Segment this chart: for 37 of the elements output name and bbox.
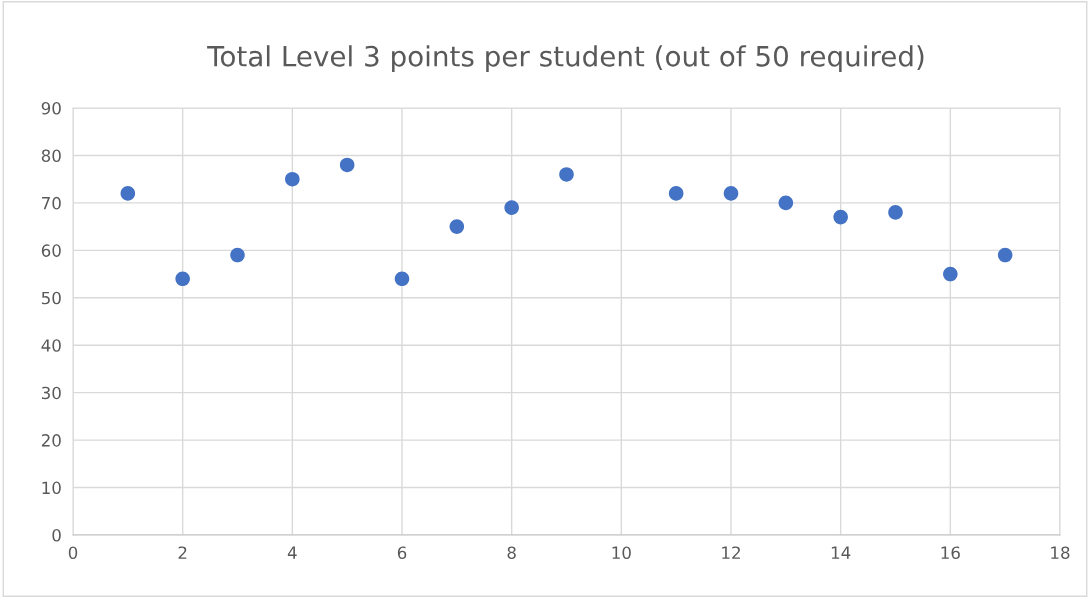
x-tick-label: 4	[287, 546, 297, 559]
point	[394, 271, 410, 287]
point	[723, 186, 739, 201]
x-tick-label: 14	[831, 546, 851, 559]
x-tick-label: 10	[612, 546, 631, 560]
y-tick-label: 40	[41, 339, 61, 352]
y-tick-label: 60	[41, 244, 61, 257]
point	[285, 171, 300, 187]
point	[668, 186, 684, 201]
x-tick-label: 12	[722, 546, 740, 559]
y-tick-label: 30	[41, 386, 61, 400]
x-tick-label: 6	[397, 546, 407, 560]
x-tick-label: 0	[68, 546, 78, 560]
y-tick-label: 50	[41, 291, 61, 305]
y-tick-label: 80	[41, 149, 61, 163]
chart-title: Total Level 3 points per student (out of 50 required)	[207, 45, 924, 73]
point	[175, 271, 190, 287]
point	[943, 266, 958, 282]
point	[559, 167, 574, 182]
x-tick-label: 8	[507, 546, 516, 560]
point	[833, 209, 848, 225]
point	[504, 200, 519, 215]
point	[778, 195, 794, 211]
y-tick-label: 90	[41, 101, 61, 115]
x-tick-label: 2	[178, 546, 187, 559]
y-tick-label: 20	[41, 434, 61, 447]
point	[230, 247, 245, 263]
point	[997, 247, 1013, 263]
x-tick-label: 16	[941, 546, 960, 560]
x-tick-label: 18	[1051, 546, 1070, 560]
point	[120, 186, 136, 201]
y-tick-label: 10	[42, 481, 61, 495]
y-tick-label: 70	[42, 196, 61, 210]
y-tick-label: 0	[52, 528, 61, 542]
point	[888, 205, 903, 220]
point	[339, 157, 355, 173]
point	[449, 219, 465, 234]
